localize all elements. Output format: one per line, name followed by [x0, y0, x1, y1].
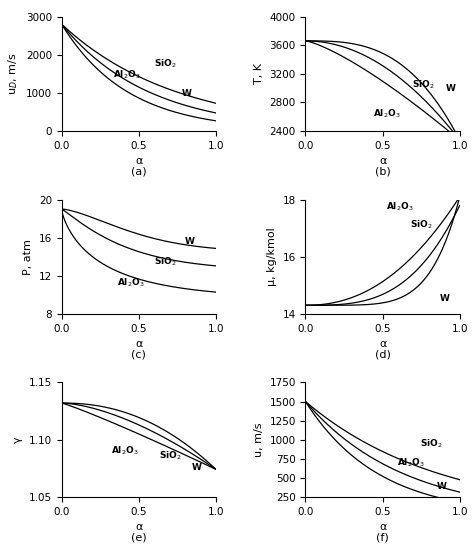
Title: (d): (d)	[374, 349, 391, 359]
Text: Al$_2$O$_3$: Al$_2$O$_3$	[386, 200, 413, 213]
Text: Al$_2$O$_3$: Al$_2$O$_3$	[112, 68, 140, 81]
X-axis label: α: α	[379, 522, 386, 532]
Y-axis label: μ, kg/kmol: μ, kg/kmol	[267, 227, 277, 286]
Text: W: W	[191, 463, 201, 471]
Text: SiO$_2$: SiO$_2$	[154, 58, 177, 71]
Y-axis label: P, atm: P, atm	[23, 239, 33, 274]
Text: Al$_2$O$_3$: Al$_2$O$_3$	[397, 457, 424, 469]
Text: W: W	[440, 294, 450, 302]
Text: Al$_2$O$_3$: Al$_2$O$_3$	[374, 108, 401, 120]
X-axis label: α: α	[135, 156, 143, 166]
Text: W: W	[437, 482, 447, 491]
X-axis label: α: α	[379, 339, 386, 349]
Y-axis label: u$_D$, m/s: u$_D$, m/s	[7, 52, 20, 95]
Title: (b): (b)	[375, 166, 391, 176]
Y-axis label: u, m/s: u, m/s	[254, 422, 264, 457]
Text: SiO$_2$: SiO$_2$	[412, 78, 435, 91]
Text: SiO$_2$: SiO$_2$	[159, 449, 182, 462]
Title: (f): (f)	[376, 532, 389, 542]
X-axis label: α: α	[135, 522, 143, 532]
Text: SiO$_2$: SiO$_2$	[410, 219, 433, 231]
Text: W: W	[185, 237, 195, 246]
Text: Al$_2$O$_3$: Al$_2$O$_3$	[117, 276, 145, 289]
Y-axis label: γ: γ	[13, 436, 23, 443]
Text: SiO$_2$: SiO$_2$	[154, 255, 177, 268]
X-axis label: α: α	[379, 156, 386, 166]
X-axis label: α: α	[135, 339, 143, 349]
Title: (a): (a)	[131, 166, 146, 176]
Text: Al$_2$O$_3$: Al$_2$O$_3$	[111, 445, 138, 457]
Text: W: W	[182, 89, 192, 98]
Title: (c): (c)	[131, 349, 146, 359]
Text: SiO$_2$: SiO$_2$	[419, 437, 442, 450]
Text: W: W	[446, 83, 456, 93]
Y-axis label: T, K: T, K	[254, 63, 264, 84]
Title: (e): (e)	[131, 532, 146, 542]
